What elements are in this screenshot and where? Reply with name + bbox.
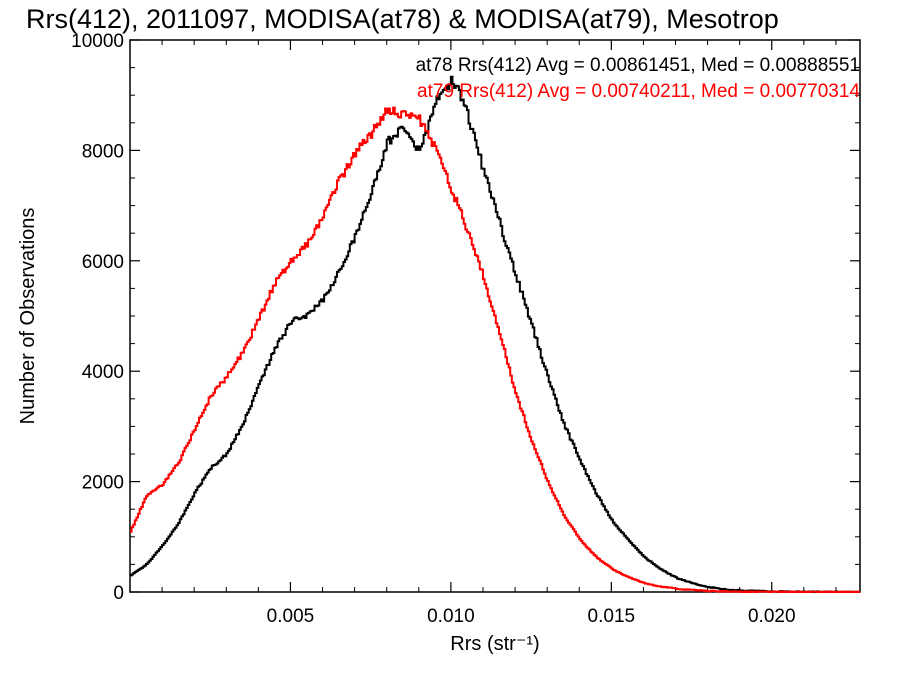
y-tick-label: 2000: [82, 473, 124, 494]
y-tick-label: 6000: [82, 252, 124, 273]
series-line-at78: [130, 75, 860, 593]
x-tick-label: 0.020: [748, 606, 796, 627]
y-tick-label: 0: [113, 583, 124, 604]
series-layer: [130, 75, 860, 593]
chart-title: Rrs(412), 2011097, MODISA(at78) & MODISA…: [26, 4, 779, 34]
y-axis-label: Number of Observations: [17, 208, 39, 425]
x-axis-ticks: 0.005 0.010 0.015 0.020: [161, 40, 837, 627]
x-axis-label: Rrs (str⁻¹): [450, 633, 539, 655]
x-tick-label: 0.005: [267, 606, 315, 627]
stats-text-at79: at79 Rrs(412) Avg = 0.00740211, Med = 0.…: [417, 81, 860, 102]
y-tick-label: 4000: [82, 362, 124, 383]
x-tick-label: 0.015: [588, 606, 636, 627]
y-tick-label: 8000: [82, 141, 124, 162]
y-tick-label: 10000: [71, 31, 124, 52]
y-axis-ticks: 0 2000 4000 6000 8000 10000: [71, 31, 860, 604]
stats-text-at78: at78 Rrs(412) Avg = 0.00861451, Med = 0.…: [416, 55, 860, 76]
x-tick-label: 0.010: [427, 606, 475, 627]
series-line-at79: [130, 106, 860, 593]
